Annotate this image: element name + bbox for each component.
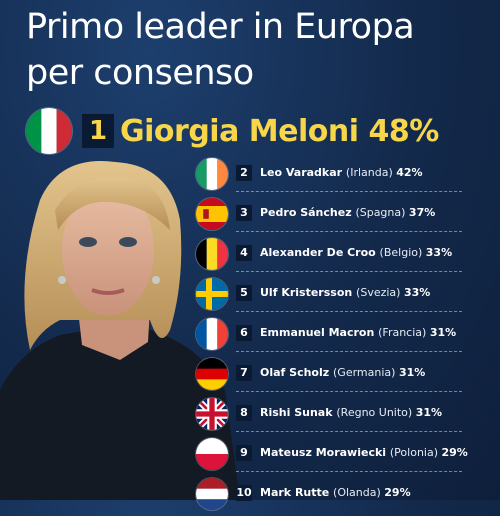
leader-name: Pedro Sánchez: [260, 206, 356, 219]
portrait-photo: [0, 160, 240, 500]
row-divider: [236, 311, 462, 312]
rank-badge: 5: [236, 285, 252, 301]
row-divider: [236, 191, 462, 192]
leader-country: (Polonia): [389, 446, 442, 459]
leader-label: Olaf Scholz (Germania) 31%: [260, 365, 425, 381]
leader-percent: 37%: [408, 206, 436, 219]
leader-country: (Spagna): [355, 206, 409, 219]
leader-label: Leo Varadkar (Irlanda) 42%: [260, 165, 423, 181]
netherlands-flag-icon: [196, 478, 228, 510]
leader-label: Rishi Sunak (Regno Unito) 31%: [260, 405, 442, 421]
list-item-5: 5 Ulf Kristersson (Svezia) 33%: [196, 276, 486, 316]
leader-name: Leo Varadkar: [260, 166, 346, 179]
leader-label: Mateusz Morawiecki (Polonia) 29%: [260, 445, 468, 461]
top-leader-name: Giorgia Meloni: [120, 114, 359, 149]
leader-percent: 29%: [441, 446, 468, 459]
sweden-flag-icon: [196, 278, 228, 310]
rank-badge: 6: [236, 325, 252, 341]
row-divider: [236, 351, 462, 352]
list-item-10: 10 Mark Rutte (Olanda) 29%: [196, 476, 486, 516]
leader-label: Alexander De Croo (Belgio) 33%: [260, 245, 452, 261]
row-divider: [236, 271, 462, 272]
leader-percent: 31%: [429, 326, 457, 339]
title-line-2: per consenso: [26, 53, 254, 93]
top-leader-percent: 48%: [368, 114, 439, 149]
row-divider: [236, 391, 462, 392]
spain-flag-icon: [196, 198, 228, 230]
rank-badge: 3: [236, 205, 252, 221]
list-item-6: 6 Emmanuel Macron (Francia) 31%: [196, 316, 486, 356]
rank-badge: 2: [236, 165, 252, 181]
leader-name: Alexander De Croo: [260, 246, 380, 259]
rank-badge: 8: [236, 405, 252, 421]
top-leader-row: 1 Giorgia Meloni 48%: [26, 108, 496, 158]
list-item-8: 8 Rishi Sunak (Regno Unito) 31%: [196, 396, 486, 436]
leader-name: Ulf Kristersson: [260, 286, 357, 299]
list-item-9: 9 Mateusz Morawiecki (Polonia) 29%: [196, 436, 486, 476]
leader-country: (Svezia): [356, 286, 404, 299]
leader-country: (Belgio): [379, 246, 426, 259]
leader-label: Ulf Kristersson (Svezia) 33%: [260, 285, 430, 301]
list-item-7: 7 Olaf Scholz (Germania) 31%: [196, 356, 486, 396]
leader-country: (Germania): [333, 366, 399, 379]
page-title: Primo leader in Europa per consenso: [26, 4, 486, 96]
belgium-flag-icon: [196, 238, 228, 270]
rank-badge: 9: [236, 445, 252, 461]
leader-name: Emmanuel Macron: [260, 326, 379, 339]
list-item-4: 4 Alexander De Croo (Belgio) 33%: [196, 236, 486, 276]
leader-country: (Irlanda): [345, 166, 397, 179]
france-flag-icon: [196, 318, 228, 350]
leader-name: Rishi Sunak: [260, 406, 337, 419]
leader-name: Olaf Scholz: [260, 366, 333, 379]
italy-flag-icon: [26, 108, 72, 154]
leader-country: (Regno Unito): [336, 406, 416, 419]
leader-percent: 33%: [425, 246, 453, 259]
leader-percent: 33%: [403, 286, 431, 299]
row-divider: [236, 431, 462, 432]
title-line-1: Primo leader in Europa: [26, 7, 415, 47]
row-divider: [236, 471, 462, 472]
poland-flag-icon: [196, 438, 228, 470]
list-item-2: 2 Leo Varadkar (Irlanda) 42%: [196, 156, 486, 196]
leader-percent: 29%: [384, 486, 411, 499]
leader-label: Mark Rutte (Olanda) 29%: [260, 485, 411, 501]
top-rank-badge: 1: [82, 114, 114, 148]
rank-badge: 7: [236, 365, 252, 381]
rank-badge: 4: [236, 245, 252, 261]
leader-label: Emmanuel Macron (Francia) 31%: [260, 325, 456, 341]
germany-flag-icon: [196, 358, 228, 390]
leader-country: (Olanda): [333, 486, 385, 499]
rank-badge: 10: [236, 485, 252, 501]
leader-label: Pedro Sánchez (Spagna) 37%: [260, 205, 435, 221]
leader-name: Mateusz Morawiecki: [260, 446, 390, 459]
leader-percent: 42%: [396, 166, 423, 179]
list-item-3: 3 Pedro Sánchez (Spagna) 37%: [196, 196, 486, 236]
leader-percent: 31%: [415, 406, 443, 419]
leader-percent: 31%: [398, 366, 426, 379]
row-divider: [236, 231, 462, 232]
ireland-flag-icon: [196, 158, 228, 190]
leader-name: Mark Rutte: [260, 486, 334, 499]
top-leader-label: Giorgia Meloni 48%: [120, 112, 439, 152]
uk-flag-icon: [196, 398, 228, 430]
leader-country: (Francia): [378, 326, 430, 339]
